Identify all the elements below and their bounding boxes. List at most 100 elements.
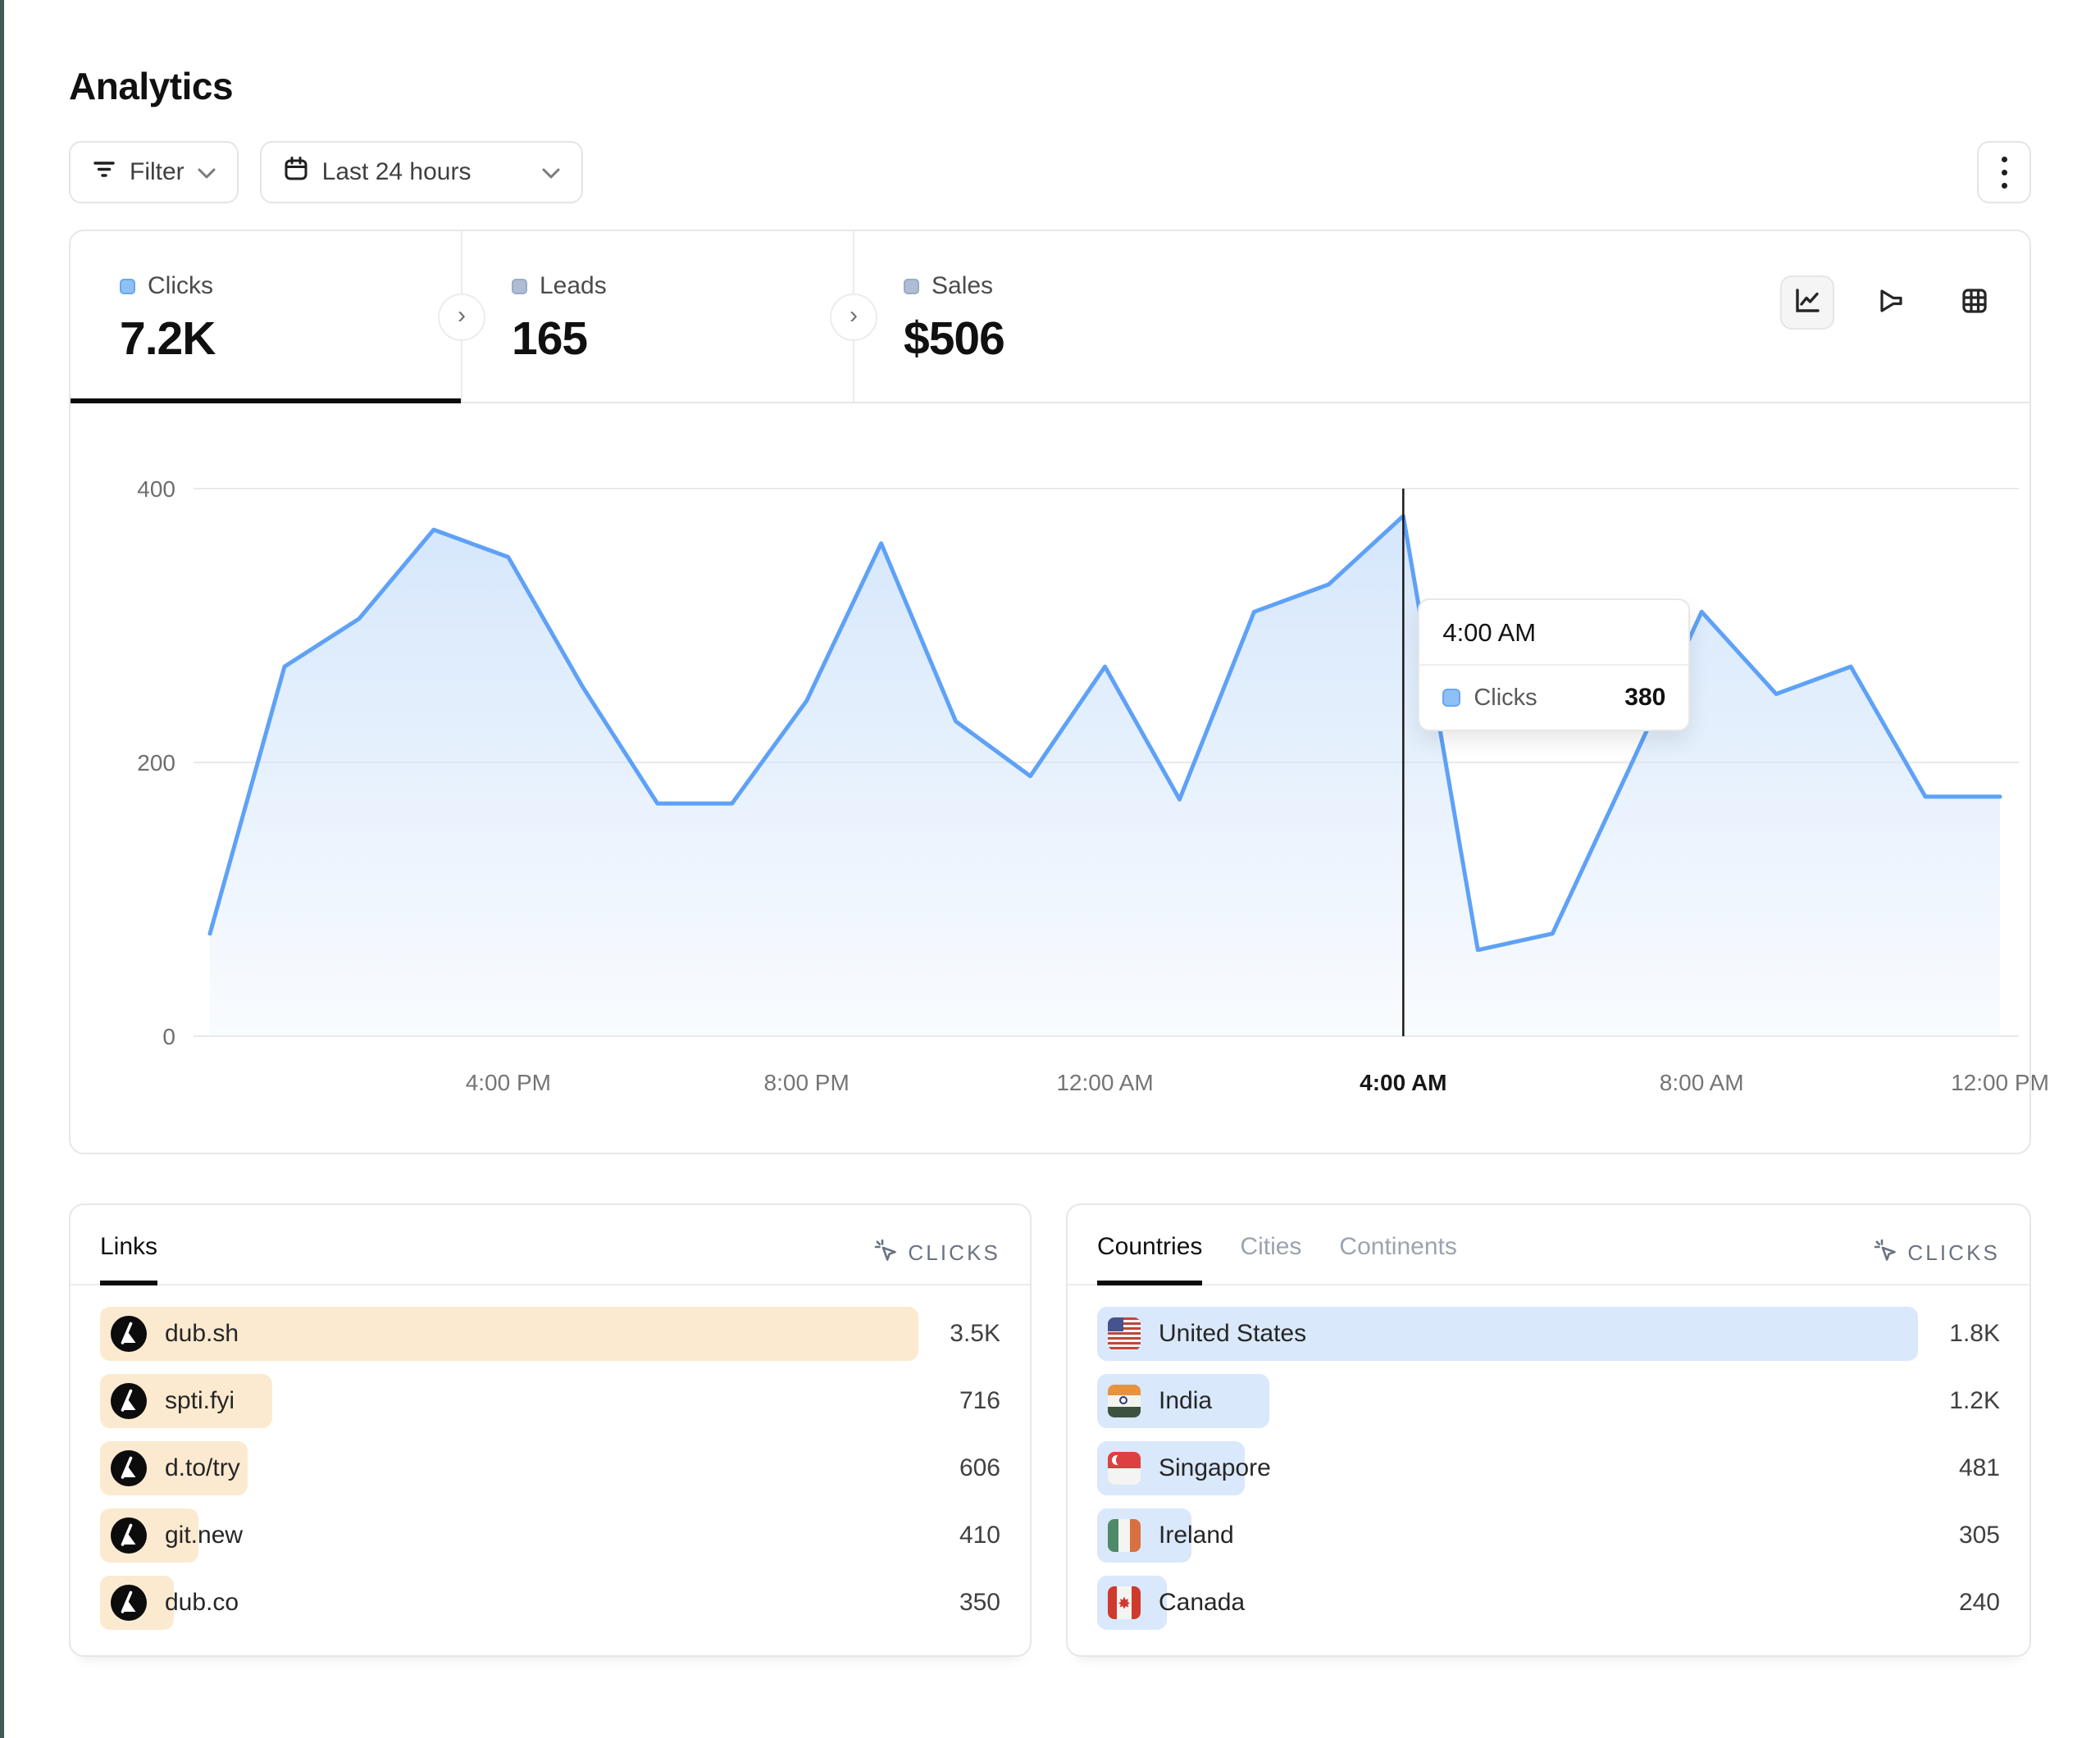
- tab-continents[interactable]: Continents: [1339, 1233, 1457, 1260]
- toolbar: Filter Last 24 hours: [69, 141, 2031, 203]
- active-tab-underline: [71, 398, 461, 403]
- dub-logo-icon: [111, 1383, 147, 1419]
- sales-tab-label: Sales: [932, 272, 994, 299]
- list-item[interactable]: Singapore 481: [1097, 1441, 2000, 1495]
- tab-clicks[interactable]: Clicks 7.2K: [71, 231, 461, 403]
- panel-header-divider: [1068, 1284, 2029, 1285]
- us-flag-icon: [1108, 1317, 1141, 1350]
- item-value: 1.2K: [1949, 1387, 2000, 1414]
- tooltip-series-label: Clicks: [1474, 684, 1537, 711]
- links-metric-selector[interactable]: CLICKS: [873, 1238, 1000, 1268]
- expand-clicks-leads-button[interactable]: ›: [438, 293, 485, 341]
- list-item[interactable]: d.to/try 606: [100, 1441, 1000, 1495]
- leads-value: 165: [512, 312, 588, 365]
- leads-tab-label: Leads: [540, 272, 607, 299]
- dub-logo-icon: [111, 1316, 147, 1352]
- item-value: 350: [959, 1589, 1000, 1616]
- tab-leads[interactable]: Leads 165: [462, 231, 853, 402]
- filter-button-label: Filter: [130, 158, 184, 185]
- list-item[interactable]: Ireland 305: [1097, 1508, 2000, 1563]
- clicks-tab-label: Clicks: [148, 272, 213, 299]
- sales-legend-square-icon: [904, 278, 919, 294]
- clicks-legend-square-icon: [120, 278, 135, 294]
- table-view-button[interactable]: [1947, 275, 2002, 330]
- dub-logo-icon: [111, 1450, 147, 1486]
- item-value: 1.8K: [1949, 1320, 2000, 1347]
- date-range-button[interactable]: Last 24 hours: [259, 141, 583, 203]
- svg-text:12:00 AM: 12:00 AM: [1056, 1070, 1153, 1095]
- item-label: Singapore: [1159, 1454, 1271, 1481]
- svg-text:8:00 PM: 8:00 PM: [764, 1070, 850, 1095]
- value-bar: [100, 1307, 918, 1361]
- list-item[interactable]: United States 1.8K: [1097, 1307, 2000, 1361]
- svg-text:0: 0: [162, 1024, 175, 1049]
- dub-logo-icon: [111, 1517, 147, 1554]
- item-value: 716: [959, 1387, 1000, 1414]
- chart-view-toggles: [1780, 275, 2002, 330]
- bar-track: [100, 1307, 918, 1361]
- tooltip-value: 380: [1624, 684, 1666, 711]
- funnel-icon: [1876, 286, 1906, 320]
- more-options-button[interactable]: [1977, 141, 2031, 203]
- metric-tabs: Clicks 7.2K Leads 165 Sales $506: [71, 231, 2029, 403]
- sg-flag-icon: [1108, 1452, 1141, 1485]
- item-label: dub.sh: [165, 1320, 239, 1347]
- countries-panel: Countries Cities Continents CLICKS Unite…: [1066, 1203, 2031, 1657]
- chevron-down-icon: [198, 158, 216, 186]
- item-value: 606: [959, 1454, 1000, 1481]
- clicks-value: 7.2K: [120, 312, 216, 365]
- list-item[interactable]: git.new 410: [100, 1508, 1000, 1563]
- tab-links[interactable]: Links: [100, 1233, 158, 1285]
- funnel-view-button[interactable]: [1864, 275, 1918, 330]
- filter-button[interactable]: Filter: [69, 141, 239, 203]
- clicks-time-series-chart[interactable]: 0 200 400 4:00 PM 8:00 PM 12:00 AM 4:00 AM 8:…: [71, 403, 2049, 1148]
- item-label: India: [1159, 1387, 1213, 1414]
- date-range-label: Last 24 hours: [321, 158, 471, 185]
- value-bar: [1097, 1307, 1918, 1361]
- line-chart-view-button[interactable]: [1780, 275, 1834, 330]
- leads-legend-square-icon: [512, 278, 527, 294]
- bar-track: [1097, 1374, 1918, 1428]
- tab-cities[interactable]: Cities: [1240, 1233, 1302, 1260]
- svg-text:8:00 AM: 8:00 AM: [1660, 1070, 1744, 1095]
- item-label: dub.co: [165, 1589, 239, 1616]
- dub-logo-icon: [111, 1585, 147, 1621]
- links-metric-label: CLICKS: [908, 1240, 1000, 1265]
- svg-text:4:00 PM: 4:00 PM: [466, 1070, 551, 1095]
- tooltip-time: 4:00 AM: [1419, 600, 1689, 666]
- chevron-down-icon: [542, 158, 560, 186]
- window-edge-strip: [0, 0, 4, 1738]
- countries-metric-selector[interactable]: CLICKS: [1873, 1238, 2000, 1268]
- sales-value: $506: [904, 312, 1005, 365]
- links-list: dub.sh 3.5K spti.fyi 716 d.to/try 606 git.new 4…: [100, 1307, 1000, 1630]
- list-item[interactable]: dub.co 350: [100, 1576, 1000, 1630]
- expand-leads-sales-button[interactable]: ›: [830, 293, 877, 341]
- countries-metric-label: CLICKS: [1907, 1240, 2000, 1265]
- line-chart-icon: [1793, 286, 1822, 320]
- in-flag-icon: [1108, 1385, 1141, 1417]
- chart-plot: 0 200 400 4:00 PM 8:00 PM 12:00 AM 4:00 AM 8:…: [137, 476, 2049, 1095]
- list-item[interactable]: India 1.2K: [1097, 1374, 2000, 1428]
- countries-list: United States 1.8K India 1.2K Singapore 481 Ir…: [1097, 1307, 2000, 1630]
- calendar-icon: [283, 156, 309, 189]
- item-label: Canada: [1159, 1589, 1246, 1616]
- svg-text:200: 200: [137, 750, 175, 776]
- bar-track: [1097, 1307, 1918, 1361]
- list-item[interactable]: dub.sh 3.5K: [100, 1307, 1000, 1361]
- item-value: 410: [959, 1522, 1000, 1549]
- ca-flag-icon: [1108, 1586, 1141, 1619]
- list-item[interactable]: Canada 240: [1097, 1576, 2000, 1630]
- chart-tooltip: 4:00 AM Clicks 380: [1418, 598, 1691, 731]
- item-label: git.new: [165, 1522, 244, 1549]
- item-label: Ireland: [1159, 1522, 1234, 1549]
- ie-flag-icon: [1108, 1519, 1141, 1552]
- list-item[interactable]: spti.fyi 716: [100, 1374, 1000, 1428]
- tab-countries[interactable]: Countries: [1097, 1233, 1203, 1285]
- page-title: Analytics: [69, 65, 234, 107]
- item-label: United States: [1159, 1320, 1307, 1347]
- cursor-click-icon: [873, 1238, 898, 1268]
- tab-sales[interactable]: Sales $506: [854, 231, 1245, 402]
- item-value: 305: [1958, 1522, 2000, 1549]
- tooltip-series-square-icon: [1442, 689, 1461, 707]
- svg-text:12:00 PM: 12:00 PM: [1951, 1070, 2049, 1095]
